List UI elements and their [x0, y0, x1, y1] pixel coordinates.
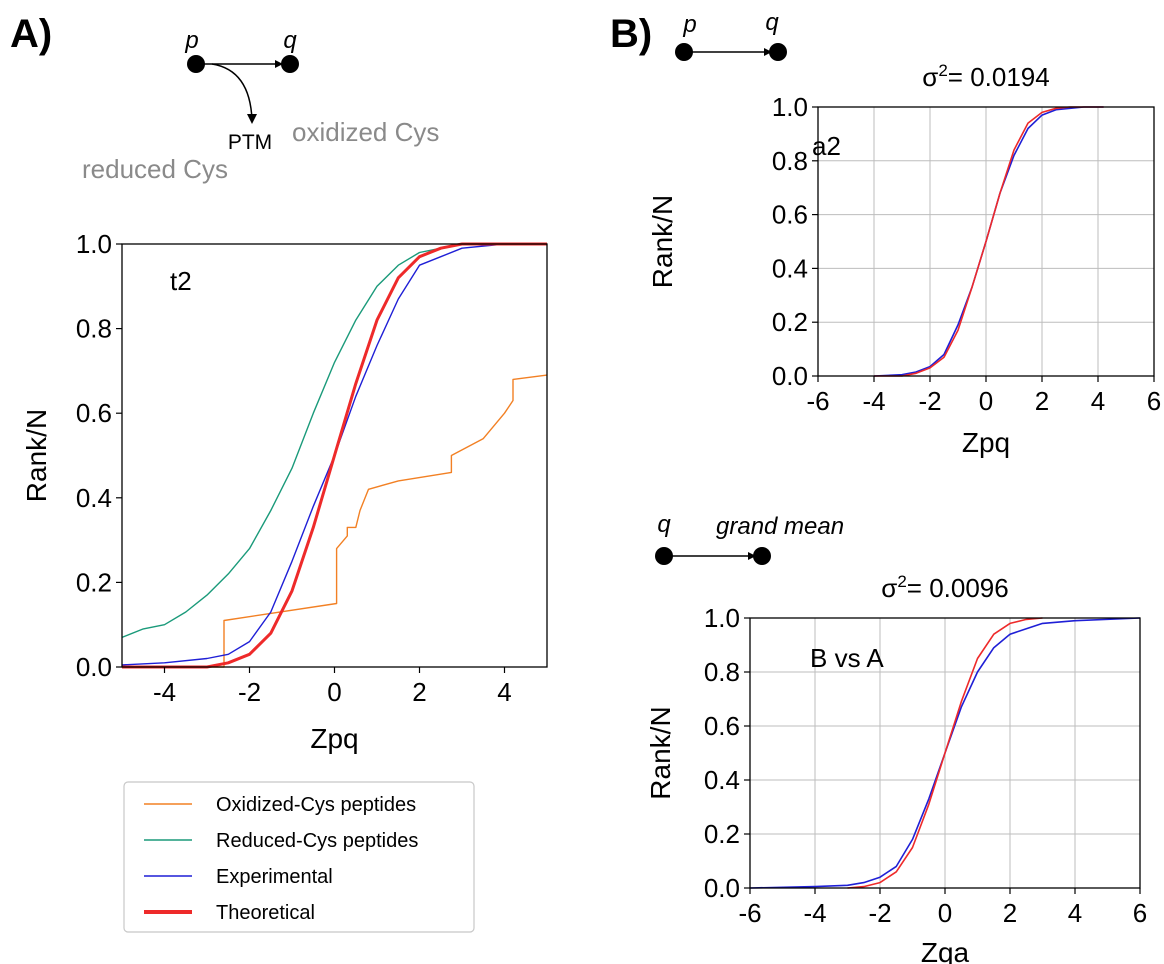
plot-annotation: a2: [812, 131, 841, 161]
node-q-label: q: [657, 511, 671, 538]
chart-a2: -6 -4 -2 0 2 4 6 0.0 0.2 0.4 0.6 0.8 1.0 Zpq Rank/N a2 σ…: [647, 61, 1161, 458]
y-tick-label: 0.4: [76, 483, 112, 513]
x-tick-label: 6: [1133, 898, 1147, 928]
x-tick-label: -6: [806, 386, 829, 416]
x-tick-label: 2: [412, 677, 426, 707]
node-q-label: q: [283, 27, 297, 54]
arrowhead: [275, 60, 283, 68]
y-tick-label: 0.8: [76, 314, 112, 344]
x-tick-label: -4: [153, 677, 176, 707]
y-tick-label: 0.0: [76, 652, 112, 682]
node-p-label: p: [184, 27, 198, 54]
x-tick-label: -2: [918, 386, 941, 416]
series-line-reduced-cys-peptides: [121, 243, 547, 639]
panel-b-label: B): [610, 12, 653, 56]
oxidized-cys-label: oxidized Cys: [292, 117, 439, 147]
y-tick-label: 0.2: [772, 307, 808, 337]
series-line-oxidized-cys-peptides: [122, 374, 548, 668]
x-tick-label: 4: [1068, 898, 1082, 928]
x-tick-label: 6: [1147, 386, 1161, 416]
y-tick-label: 0.2: [76, 567, 112, 597]
chart-b-vs-a: -6 -4 -2 0 2 4 6 0.0 0.2 0.4 0.6 0.8 1.0 Zqa Rank/N B v…: [645, 572, 1147, 964]
x-tick-label: -4: [862, 386, 885, 416]
y-tick-label: 1.0: [772, 92, 808, 122]
plot-annotation: B vs A: [810, 643, 884, 673]
y-tick-label: 0.6: [76, 398, 112, 428]
panel-b-bottom-diagram: q grand mean: [655, 511, 844, 565]
series-line-theoretical: [122, 242, 547, 669]
series-line-theoretical: [847, 617, 1043, 889]
grand-mean-label: grand mean: [716, 513, 844, 540]
x-tick-label: 4: [1091, 386, 1105, 416]
legend-frame: [123, 781, 475, 933]
y-tick-label: 1.0: [76, 229, 112, 259]
arrowhead: [247, 114, 257, 124]
x-tick-label: 2: [1035, 386, 1049, 416]
series-line-theoretical: [874, 106, 1104, 377]
x-tick-label: -2: [868, 898, 891, 928]
y-tick-label: 0.6: [704, 711, 740, 741]
panel-a-label: A): [10, 12, 53, 56]
node-q: [769, 43, 787, 61]
arrowhead: [764, 48, 772, 56]
x-tick-label: 0: [938, 898, 952, 928]
legend-label: Reduced-Cys peptides: [216, 830, 418, 852]
y-tick-label: 0.8: [704, 657, 740, 687]
node-p-label: p: [682, 11, 696, 38]
y-tick-label: 0.8: [772, 146, 808, 176]
legend-label: Oxidized-Cys peptides: [216, 794, 416, 816]
legend: Oxidized-Cys peptides Reduced-Cys peptide…: [123, 781, 475, 933]
x-axis-label: Zqa: [921, 937, 970, 964]
y-tick-label: 1.0: [704, 603, 740, 633]
x-tick-label: 2: [1003, 898, 1017, 928]
chart-title: σ2= 0.0194: [922, 61, 1049, 92]
y-axis-label: Rank/N: [21, 409, 52, 502]
x-tick-label: 4: [497, 677, 511, 707]
ptm-label: PTM: [228, 131, 272, 154]
y-tick-label: 0.4: [772, 253, 808, 283]
node-q: [655, 547, 673, 565]
series-line-experimental: [873, 106, 1104, 377]
reduced-cys-label: reduced Cys: [82, 154, 228, 184]
x-tick-label: -2: [238, 677, 261, 707]
y-tick-label: 0.6: [772, 200, 808, 230]
x-tick-label: -4: [803, 898, 826, 928]
x-tick-label: -6: [738, 898, 761, 928]
x-tick-label: 0: [979, 386, 993, 416]
x-tick-label: 0: [327, 677, 341, 707]
x-axis-label: Zpq: [962, 427, 1010, 458]
y-tick-label: 0.2: [704, 819, 740, 849]
chart-t2: -4 -2 0 2 4 0.0 0.2 0.4 0.6 0.8 1.0 Zpq Rank/N t2: [21, 229, 548, 754]
chart-title: σ2= 0.0096: [881, 572, 1008, 603]
node-p: [187, 55, 205, 73]
node-q-label: q: [765, 9, 779, 36]
arrowhead: [748, 552, 756, 560]
node-grand-mean: [753, 547, 771, 565]
panel-a-diagram: p q PTM oxidized Cys reduced Cys: [82, 27, 439, 184]
y-tick-label: 0.4: [704, 765, 740, 795]
y-tick-label: 0.0: [772, 361, 808, 391]
panel-b-top-diagram: p q: [675, 9, 787, 61]
x-axis-label: Zpq: [310, 723, 358, 754]
legend-label: Experimental: [216, 866, 333, 888]
y-tick-label: 0.0: [704, 873, 740, 903]
node-q: [281, 55, 299, 73]
legend-label: Theoretical: [216, 902, 315, 924]
y-axis-label: Rank/N: [647, 195, 678, 288]
y-axis-label: Rank/N: [645, 706, 676, 799]
ptm-curve-arrow: [211, 63, 253, 121]
node-p: [675, 43, 693, 61]
plot-annotation: t2: [170, 266, 192, 296]
